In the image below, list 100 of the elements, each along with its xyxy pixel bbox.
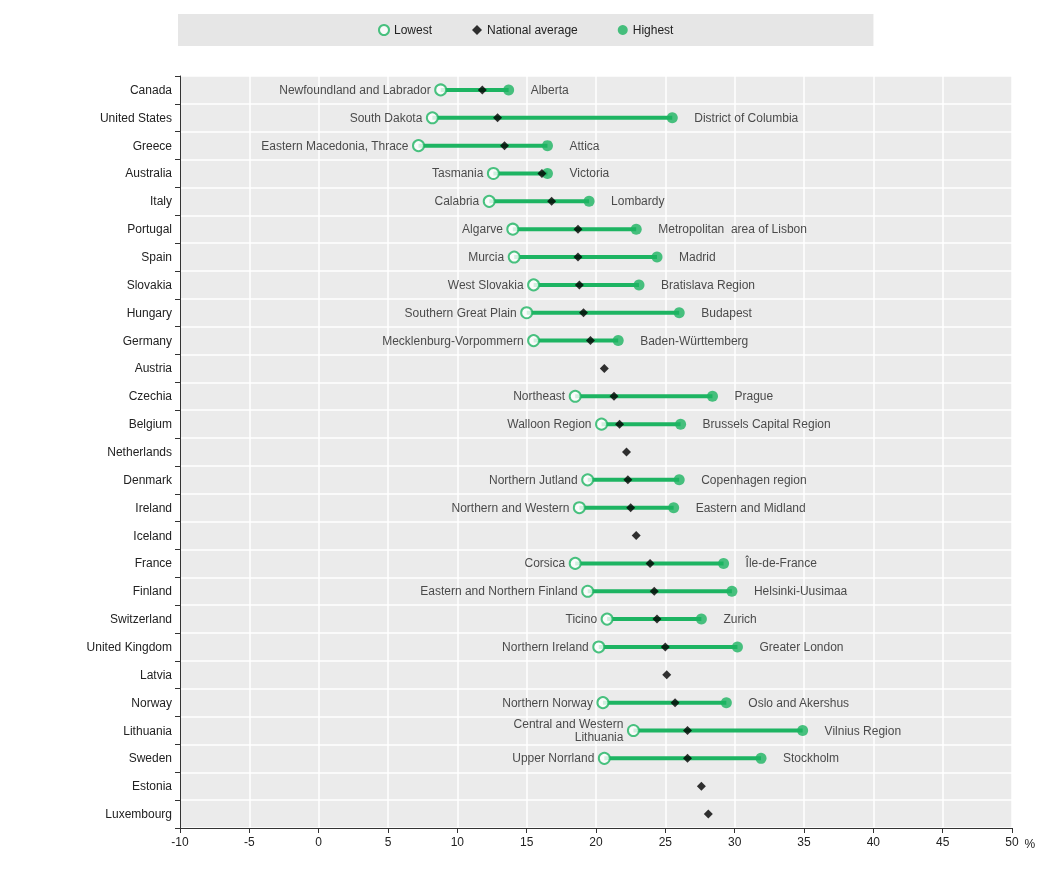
x-tick-label: 20 bbox=[589, 835, 603, 849]
point bbox=[520, 306, 534, 320]
y-tick-label: Netherlands bbox=[107, 445, 172, 459]
point bbox=[412, 139, 426, 153]
x-tick-label: -5 bbox=[244, 835, 255, 849]
annotation: Vilnius Region bbox=[824, 723, 902, 738]
point bbox=[596, 696, 610, 710]
annotation: Walloon Region bbox=[507, 417, 592, 432]
y-tick-label: Slovakia bbox=[126, 277, 173, 292]
point bbox=[626, 503, 636, 513]
annotation: Northern Ireland bbox=[502, 639, 589, 654]
point bbox=[623, 475, 633, 485]
y-tick-label: Lithuania bbox=[123, 723, 173, 738]
point bbox=[726, 585, 738, 597]
point bbox=[755, 752, 767, 764]
point bbox=[573, 224, 583, 234]
annotation: Tasmania bbox=[432, 166, 484, 181]
y-tick-label: Finland bbox=[132, 584, 172, 599]
y-tick-label: Australia bbox=[125, 166, 173, 181]
point bbox=[434, 83, 448, 97]
point bbox=[568, 389, 582, 403]
point bbox=[592, 640, 606, 654]
point bbox=[547, 196, 557, 206]
point bbox=[477, 85, 487, 95]
x-tick-label: -10 bbox=[171, 835, 189, 849]
point bbox=[527, 278, 541, 292]
x-axis-title: % bbox=[1024, 837, 1036, 851]
point bbox=[652, 614, 662, 624]
point bbox=[651, 251, 663, 263]
annotation: South Dakota bbox=[349, 110, 423, 125]
point bbox=[633, 279, 645, 291]
annotation: Madrid bbox=[679, 250, 716, 265]
point bbox=[673, 474, 685, 486]
y-tick-label: Denmark bbox=[123, 472, 173, 487]
annotation: Zurich bbox=[723, 612, 757, 627]
y-tick-label: Austria bbox=[134, 361, 173, 376]
point bbox=[706, 390, 718, 402]
point bbox=[425, 111, 439, 125]
y-tick-label: Ireland bbox=[135, 500, 172, 515]
y-tick-label: Estonia bbox=[131, 779, 173, 794]
annotation: Attica bbox=[569, 138, 600, 153]
annotation: Copenhagen region bbox=[701, 472, 807, 487]
point bbox=[572, 501, 586, 515]
y-tick-label: Iceland bbox=[133, 528, 172, 543]
point bbox=[595, 417, 609, 431]
point bbox=[527, 334, 541, 348]
x-tick-label: 0 bbox=[315, 835, 323, 849]
annotation: Ticino bbox=[565, 612, 598, 627]
point bbox=[581, 473, 595, 487]
annotation: Brussels Capital Region bbox=[702, 417, 831, 432]
point bbox=[696, 781, 706, 791]
legend-label: Lowest bbox=[394, 23, 433, 37]
x-tick-label: 5 bbox=[384, 835, 392, 849]
point bbox=[630, 223, 642, 235]
point bbox=[731, 641, 743, 653]
annotation: Victoria bbox=[569, 166, 610, 181]
point bbox=[579, 308, 589, 318]
point bbox=[797, 725, 809, 737]
point bbox=[645, 558, 655, 568]
annotation: Calabria bbox=[434, 194, 480, 209]
point bbox=[675, 418, 687, 430]
point bbox=[585, 336, 595, 346]
point bbox=[573, 252, 583, 262]
y-tick-label: Spain bbox=[141, 250, 172, 265]
annotation: Île-de-France bbox=[744, 555, 818, 571]
point bbox=[597, 751, 611, 765]
legend-label: National average bbox=[487, 23, 579, 37]
point bbox=[507, 250, 521, 264]
legend-label: Highest bbox=[632, 23, 675, 37]
point bbox=[666, 112, 678, 124]
y-tick-label: Czechia bbox=[128, 389, 173, 404]
annotation: Budapest bbox=[701, 305, 753, 320]
point bbox=[499, 141, 509, 151]
y-tick-label: Norway bbox=[131, 695, 172, 710]
point bbox=[568, 556, 582, 570]
point bbox=[615, 419, 625, 429]
y-tick-label: Greece bbox=[132, 138, 173, 153]
annotation: West Slovakia bbox=[447, 277, 524, 292]
x-tick-label: 30 bbox=[727, 835, 742, 849]
annotation: Metropolitan area of Lisbon bbox=[658, 222, 807, 237]
y-tick-label: Switzerland bbox=[109, 612, 172, 627]
x-tick-label: 35 bbox=[797, 835, 811, 849]
annotation: Newfoundland and Labrador bbox=[279, 82, 431, 97]
point bbox=[482, 194, 496, 208]
point bbox=[683, 726, 693, 736]
y-tick-label: United Kingdom bbox=[86, 639, 172, 654]
point bbox=[703, 809, 713, 819]
annotation: Northern and Western bbox=[451, 500, 570, 515]
point bbox=[695, 613, 707, 625]
point bbox=[612, 335, 624, 347]
point bbox=[537, 168, 547, 178]
y-tick-label: France bbox=[134, 556, 173, 571]
annotation: Northern Jutland bbox=[488, 472, 578, 487]
point bbox=[670, 698, 680, 708]
y-tick-label: Luxembourg bbox=[105, 807, 172, 822]
point bbox=[486, 166, 500, 180]
annotation: Alberta bbox=[530, 82, 569, 97]
annotation: Helsinki-Uusimaa bbox=[753, 584, 848, 599]
annotation: Lombardy bbox=[611, 194, 665, 209]
point bbox=[503, 84, 515, 96]
